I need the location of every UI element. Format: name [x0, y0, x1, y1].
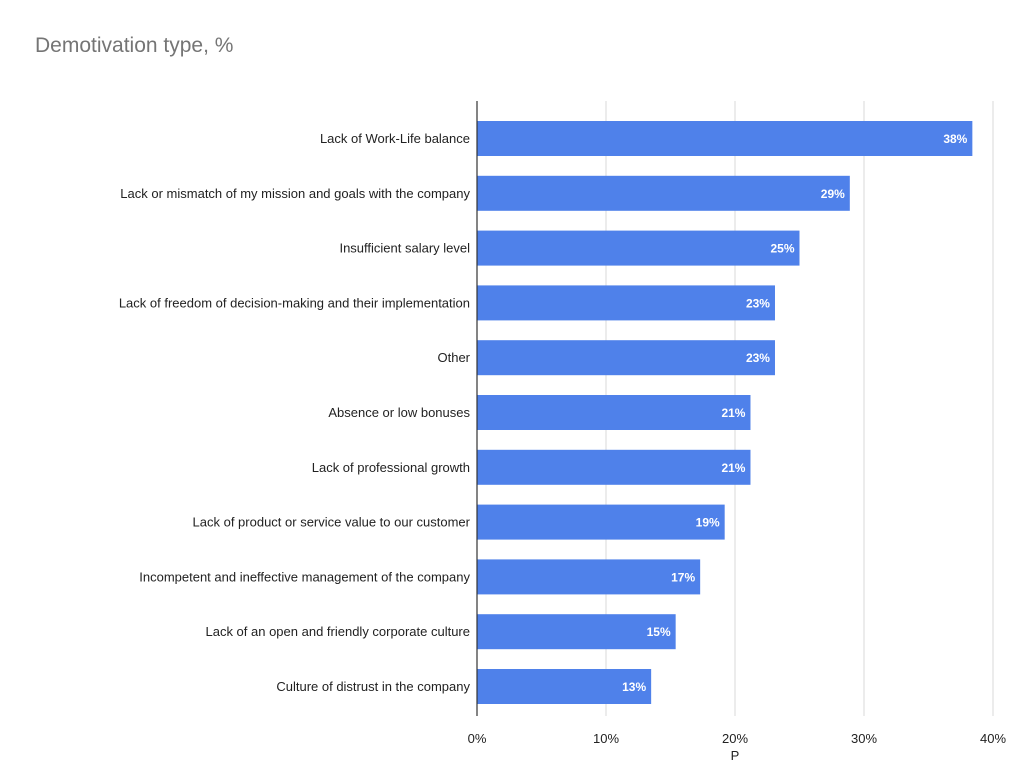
bar	[477, 175, 850, 211]
category-labels: Lack of Work-Life balance Lack or mismatc…	[119, 131, 471, 694]
bar	[477, 285, 775, 321]
bar	[477, 669, 652, 704]
bars	[477, 121, 973, 704]
data-label: 15%	[647, 625, 671, 639]
data-label: 19%	[696, 516, 720, 530]
bar	[477, 395, 751, 430]
category-label: Insufficient salary level	[339, 241, 470, 256]
x-tick-label: 0%	[468, 731, 487, 746]
category-label: Lack of Work-Life balance	[320, 131, 470, 146]
data-labels: 38% 29% 25% 23% 23% 21% 21% 19% 17% 15% 13%	[622, 132, 968, 694]
bar	[477, 614, 676, 650]
data-label: 13%	[622, 680, 646, 694]
category-label: Lack of freedom of decision-making and t…	[119, 295, 470, 310]
bar	[477, 449, 751, 485]
category-label: Other	[437, 350, 470, 365]
bar	[477, 559, 701, 595]
data-label: 25%	[770, 242, 794, 256]
data-label: 21%	[721, 461, 745, 475]
category-label: Lack or mismatch of my mission and goals…	[120, 186, 470, 201]
category-label: Lack of product or service value to our …	[193, 515, 471, 530]
x-axis-ticks: 0% 10% 20% 30% 40%	[468, 731, 1007, 746]
data-label: 23%	[746, 351, 770, 365]
x-tick-label: 30%	[851, 731, 877, 746]
category-label: Incompetent and ineffective management o…	[139, 569, 470, 584]
data-label: 17%	[671, 570, 695, 584]
x-tick-label: 10%	[593, 731, 619, 746]
category-label: Absence or low bonuses	[328, 405, 470, 420]
data-label: 21%	[721, 406, 745, 420]
x-tick-label: 20%	[722, 731, 748, 746]
data-label: 23%	[746, 296, 770, 310]
bar	[477, 504, 725, 540]
chart-title: Demotivation type, %	[35, 34, 233, 57]
category-label: Lack of an open and friendly corporate c…	[205, 624, 470, 639]
bar	[477, 121, 973, 156]
data-label: 29%	[821, 187, 845, 201]
data-label: 38%	[943, 132, 967, 146]
x-axis-title: P	[731, 748, 740, 763]
category-label: Lack of professional growth	[312, 460, 470, 475]
bar	[477, 340, 775, 376]
category-label: Culture of distrust in the company	[276, 679, 470, 694]
bar	[477, 230, 800, 266]
x-tick-label: 40%	[980, 731, 1006, 746]
